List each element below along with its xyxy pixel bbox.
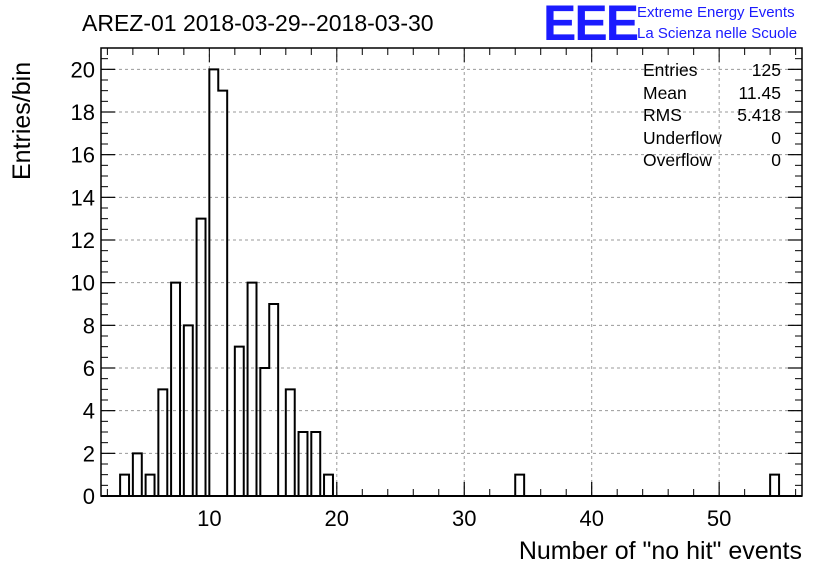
x-tick-label: 30: [452, 506, 476, 531]
stat-rms: RMS 5.418: [643, 105, 781, 128]
x-tick-label: 20: [325, 506, 349, 531]
stat-label: RMS: [643, 105, 682, 126]
tick-labels: 10 20 30 40 50 0 2 4 6 8 10 12 14 16 18 20: [71, 57, 732, 531]
y-axis-label: Entries/bin: [8, 61, 36, 180]
y-tick-label: 16: [71, 143, 95, 168]
histogram-bin: [146, 475, 155, 496]
histogram-bin: [171, 283, 180, 496]
stat-value: 5.418: [737, 105, 781, 126]
y-tick-label: 10: [71, 271, 95, 296]
histogram-bin: [120, 475, 129, 496]
y-tick-label: 6: [83, 356, 95, 381]
y-tick-label: 14: [71, 185, 95, 210]
stat-value: 125: [751, 60, 781, 80]
histogram-bin: [299, 432, 308, 496]
y-tick-label: 12: [71, 228, 95, 253]
stat-overflow: Overflow 0: [643, 150, 781, 173]
y-tick-label: 18: [71, 100, 95, 125]
y-tick-label: 0: [83, 484, 95, 509]
stat-label: Mean: [643, 82, 687, 103]
histogram-bin: [269, 304, 278, 496]
x-tick-label: 10: [197, 506, 221, 531]
histogram-bin: [248, 283, 257, 496]
histogram-bin: [158, 389, 167, 496]
histogram-bin: [286, 389, 295, 496]
y-tick-label: 8: [83, 313, 95, 338]
stats-box: Entries 125 Mean 11.45 RMS 5.418 Underfl…: [643, 60, 781, 173]
histogram-bin: [197, 219, 206, 496]
histogram-bin: [770, 475, 779, 496]
histogram-bin: [311, 432, 320, 496]
eee-logo: EEE: [543, 0, 639, 51]
stat-label: Underflow: [643, 127, 722, 148]
logo-text-line1: Extreme Energy Events: [637, 4, 795, 21]
stat-value: 0: [771, 150, 781, 171]
histogram-bin: [133, 453, 142, 496]
logo-text-line2: La Scienza nelle Scuole: [637, 25, 798, 42]
stat-label: Overflow: [643, 150, 713, 171]
stat-mean: Mean 11.45: [643, 83, 781, 106]
stat-entries: Entries 125: [643, 60, 781, 83]
histogram-bin: [324, 475, 333, 496]
y-tick-label: 20: [71, 57, 95, 82]
x-axis-label: Number of "no hit" events: [518, 537, 802, 565]
grid-lines: [101, 48, 802, 496]
histogram-bin: [235, 347, 244, 496]
stat-label: Entries: [643, 60, 698, 80]
plot-frame: [100, 47, 803, 497]
x-tick-label: 50: [707, 506, 731, 531]
y-tick-label: 2: [83, 441, 95, 466]
stat-underflow: Underflow 0: [643, 128, 781, 151]
histogram-outline: [101, 68, 802, 497]
chart-title: AREZ-01 2018-03-29--2018-03-30: [82, 10, 434, 36]
x-tick-label: 40: [579, 506, 603, 531]
stat-value: 0: [771, 127, 781, 148]
histogram-bin: [260, 368, 269, 496]
y-tick-label: 4: [83, 399, 95, 424]
histogram-bin: [515, 475, 524, 496]
stat-value: 11.45: [738, 82, 782, 103]
histogram-bin: [218, 91, 227, 496]
